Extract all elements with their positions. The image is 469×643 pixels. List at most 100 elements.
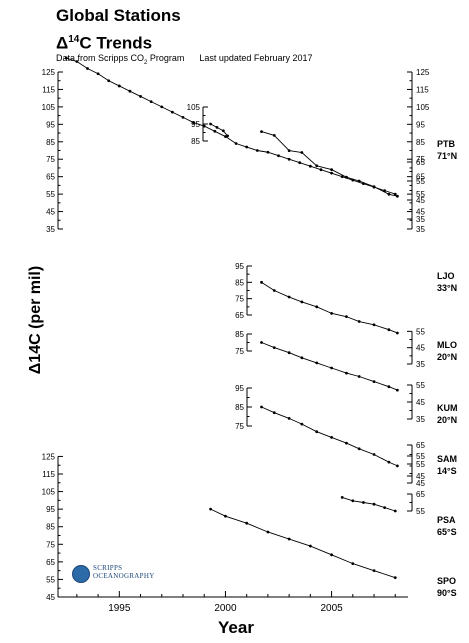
axis-psa-right-tick-label: 65 — [416, 490, 425, 499]
data-point-global — [117, 84, 121, 88]
right-axis-top-tick-label: 35 — [416, 225, 425, 234]
data-point-ljo — [300, 300, 304, 304]
data-point-ptb — [260, 130, 263, 134]
trend-line-mlo — [261, 342, 398, 391]
left-axis-bottom-tick-label: 115 — [42, 470, 55, 479]
data-point-global — [277, 154, 280, 158]
data-point-ljo — [395, 331, 399, 335]
data-point-spo — [245, 521, 249, 525]
data-point-global — [202, 124, 206, 128]
data-point-kum — [300, 422, 304, 426]
logo-line2: OCEANOGRAPHY — [93, 572, 155, 580]
data-point-spo — [209, 507, 212, 511]
axis-mlo-right-tick-label: 45 — [416, 398, 425, 407]
data-point-spo — [287, 537, 291, 541]
data-point-global — [128, 89, 132, 93]
left-axis-bottom-tick-label: 55 — [46, 575, 55, 584]
axis-kum-right-tick-label: 65 — [416, 441, 425, 450]
subtitle-suffix: Program Last updated February 2017 — [147, 53, 313, 63]
left-axis-top-tick-label: 35 — [46, 225, 55, 234]
data-point-spo — [308, 544, 312, 548]
data-point-global — [308, 164, 312, 168]
right-axis-top-tick-label: 55 — [416, 190, 425, 199]
axis-sam-right-tick-label: 45 — [416, 472, 425, 481]
delta-symbol: Δ — [56, 33, 69, 53]
data-point-ptb — [387, 192, 391, 196]
data-point-global — [287, 157, 291, 161]
data-point-global — [181, 115, 185, 119]
left-axis-top-tick-label: 85 — [46, 138, 55, 147]
data-point-ljo — [330, 311, 333, 315]
right-axis-top-tick-label: 65 — [416, 173, 425, 182]
data-point-mlo — [372, 380, 376, 383]
data-point-global — [75, 60, 79, 63]
data-point-mlo — [287, 351, 291, 355]
data-point-ljo — [272, 289, 276, 292]
labels-layer: 1995 2000 2005 Year Δ14C (per mil) 125 115 105 9… — [27, 68, 458, 637]
data-point-global — [351, 178, 355, 182]
left-axis-top-tick-label: 115 — [42, 85, 55, 94]
left-axis-top-tick-label: 125 — [42, 68, 56, 77]
station-ptb-lat: 71°N — [437, 151, 457, 161]
trend-line-ptb — [261, 131, 398, 197]
x-axis-label: Year — [218, 618, 254, 637]
trend-line-psa — [342, 496, 396, 512]
left-axis-bottom-tick-label: 65 — [46, 558, 55, 567]
marks-layer — [64, 56, 399, 580]
axis-ptb-right-tick-label: 55 — [416, 177, 425, 186]
axis-ljo-right-tick-label: 55 — [416, 327, 425, 336]
data-point-spo — [224, 514, 227, 518]
data-point-ptb-inset — [221, 129, 225, 133]
data-point-kum — [395, 464, 399, 468]
data-point-global — [393, 192, 397, 196]
data-point-ljo — [315, 305, 319, 309]
data-point-global — [340, 175, 344, 179]
station-kum-lat: 20°N — [437, 415, 457, 425]
trend-line-kum — [261, 406, 398, 467]
axis-kum-left-tick-label: 95 — [235, 384, 244, 393]
axis-sam-right-tick-label: 55 — [416, 452, 425, 461]
left-axis-bottom-tick-label: 85 — [46, 523, 55, 532]
data-point-global — [149, 100, 153, 104]
scripps-logo: SCRIPPS OCEANOGRAPHY — [72, 563, 192, 585]
right-axis-top-tick-label: 75 — [416, 155, 425, 164]
trend-line-ljo — [261, 281, 398, 334]
data-point-ptb — [300, 151, 304, 154]
isotope-superscript: 14 — [68, 34, 80, 45]
data-point-global — [255, 149, 259, 152]
title-suffix: C Trends — [79, 33, 153, 53]
data-point-ljo — [260, 280, 263, 284]
axis-mlo-right-tick-label: 35 — [416, 415, 425, 424]
right-axis-top-tick-label: 85 — [416, 138, 425, 147]
station-sam-name: SAM — [437, 454, 457, 464]
data-point-mlo — [272, 346, 276, 349]
axis-kum-right-tick-label: 45 — [416, 479, 425, 488]
x-tick-label: 1995 — [108, 603, 131, 614]
data-point-psa — [383, 506, 387, 509]
left-axis-top-tick-label: 75 — [46, 155, 55, 164]
x-tick-label: 2000 — [214, 603, 237, 614]
data-point-global — [372, 185, 376, 189]
left-axis-bottom-tick-label: 95 — [46, 505, 55, 514]
data-point-ljo — [357, 320, 361, 323]
data-point-global — [266, 150, 270, 154]
station-mlo-name: MLO — [437, 340, 457, 350]
axis-ptb-inset-tick-label: 85 — [191, 137, 200, 146]
data-point-mlo — [315, 361, 319, 365]
axis-ljo-left-tick-label: 75 — [235, 295, 244, 304]
data-point-psa — [362, 501, 365, 504]
data-point-ljo — [345, 315, 348, 319]
station-ljo-name: LJO — [437, 271, 455, 281]
data-point-mlo — [395, 388, 399, 392]
x-tick-label: 2005 — [320, 603, 343, 614]
axis-ljo-right-tick-label: 35 — [416, 360, 425, 369]
axis-ptb-right-tick-label: 45 — [416, 196, 425, 205]
axes-layer — [57, 71, 413, 598]
data-point-spo — [351, 562, 355, 566]
data-point-global — [224, 135, 227, 138]
data-point-ptb — [395, 194, 399, 198]
data-point-mlo — [357, 375, 361, 378]
left-axis-bottom-tick-label: 105 — [42, 488, 56, 497]
data-point-mlo — [330, 366, 333, 370]
